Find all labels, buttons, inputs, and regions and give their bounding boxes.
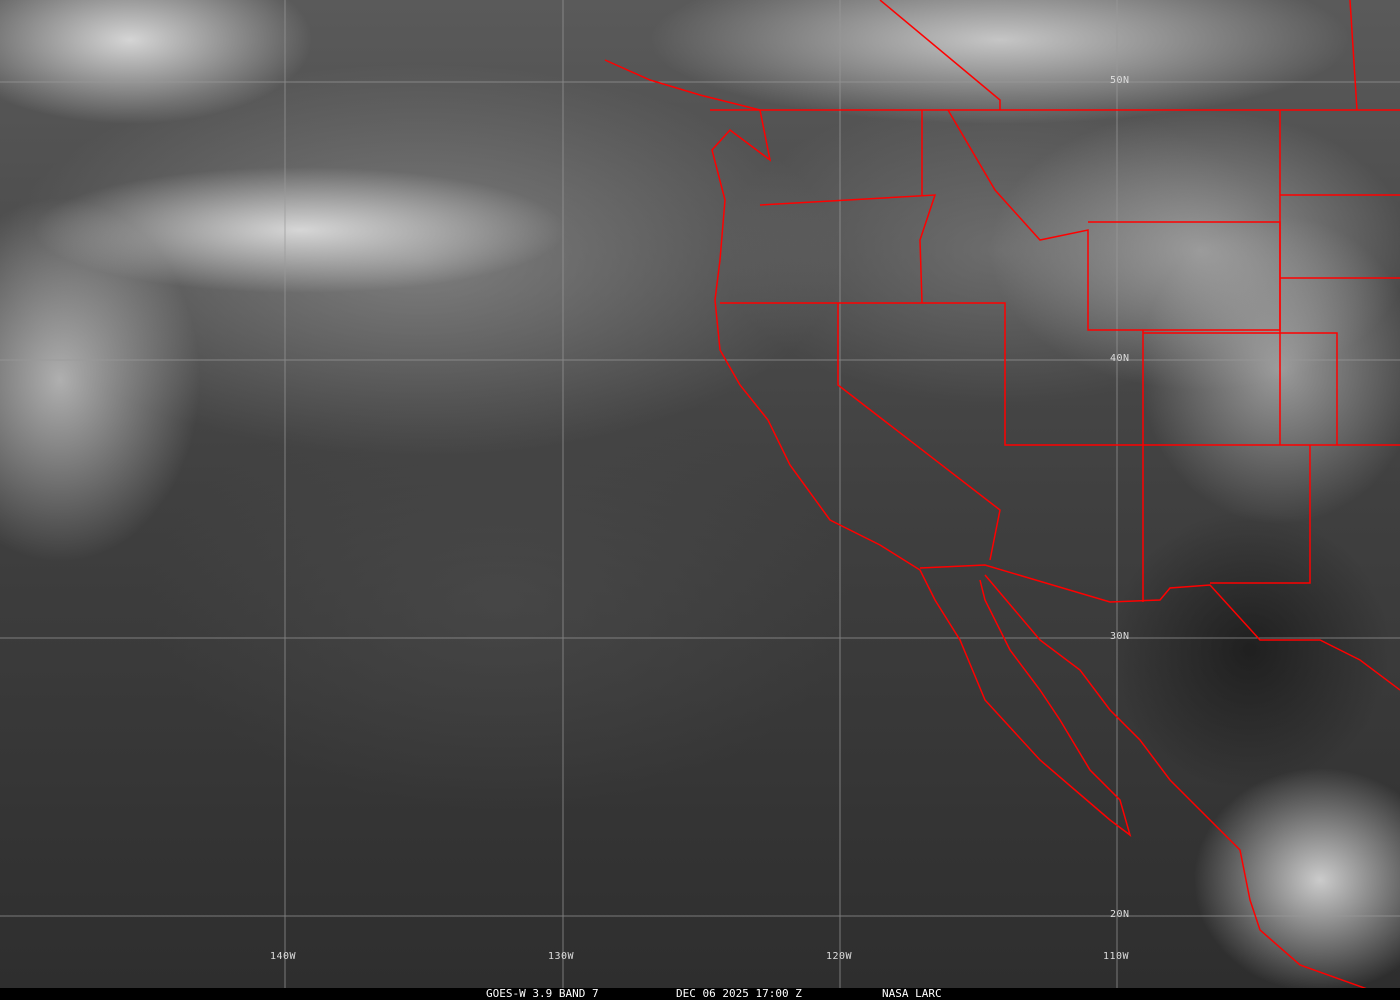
lon-label-140w: 140W	[270, 951, 297, 962]
lat-label-40n: 40N	[1110, 353, 1130, 364]
us-mexico-border	[919, 564, 1400, 691]
lat-label-50n: 50N	[1110, 75, 1130, 86]
mainland-mexico-coast	[984, 574, 1367, 988]
satellite-band-label: GOES-W 3.9 BAND 7	[486, 987, 599, 1000]
source-label: NASA LARC	[882, 987, 942, 1000]
canada-border-north	[879, 0, 1001, 110]
caption-bar: GOES-W 3.9 BAND 7 DEC 06 2025 17:00 Z NA…	[0, 988, 1400, 1000]
lon-label-120w: 120W	[826, 951, 853, 962]
lat-label-20n: 20N	[1110, 909, 1130, 920]
state-borders	[720, 302, 1400, 446]
lon-label-130w: 130W	[548, 951, 575, 962]
lon-label-110w: 110W	[1103, 951, 1130, 962]
lat-label-30n: 30N	[1110, 631, 1130, 642]
datetime-label: DEC 06 2025 17:00 Z	[676, 987, 802, 1000]
west-coastline	[604, 59, 1132, 837]
political-borders	[604, 0, 1400, 988]
